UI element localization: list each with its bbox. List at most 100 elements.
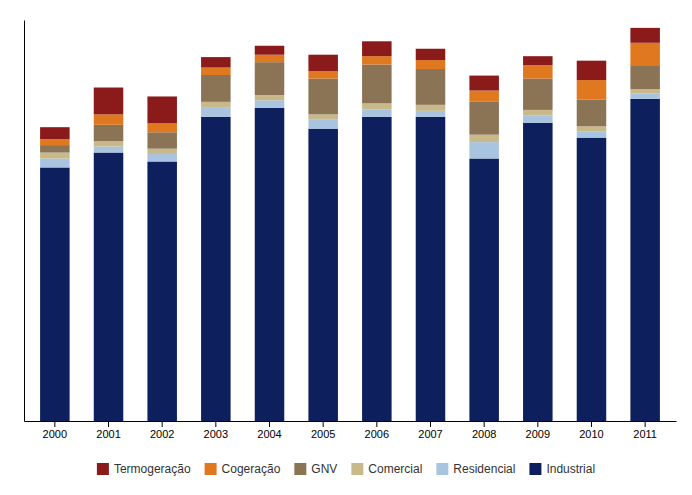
- legend: Termogeração Cogeração GNV Comercial Residen…: [97, 462, 595, 476]
- legend-label: Residencial: [453, 462, 515, 476]
- legend-item: GNV: [294, 462, 337, 476]
- x-tick: 2009: [526, 421, 550, 440]
- bar-segment: [147, 149, 177, 154]
- bar-segment: [523, 123, 553, 421]
- bar-segment: [308, 79, 338, 115]
- bar-segment: [201, 75, 231, 102]
- bar-segment: [469, 135, 499, 142]
- bar-segment: [416, 111, 446, 117]
- bar-segment: [40, 167, 70, 421]
- bar-segment: [469, 91, 499, 102]
- x-tick-label: 2005: [311, 428, 335, 440]
- series: [40, 99, 660, 421]
- bar-segment: [308, 71, 338, 78]
- x-tick-label: 2011: [633, 428, 657, 440]
- bar-segment: [630, 65, 660, 89]
- bar-segment: [630, 99, 660, 421]
- plot: 2000200120022003200420052006200720082009…: [25, 21, 677, 440]
- legend-item: Comercial: [351, 462, 422, 476]
- x-tick-label: 2006: [365, 428, 389, 440]
- bar-segment: [255, 100, 285, 107]
- bar-segment: [362, 56, 392, 64]
- bar-segment: [416, 69, 446, 105]
- bar-segment: [147, 96, 177, 123]
- legend-item: Termogeração: [97, 462, 191, 476]
- bar-segment: [630, 28, 660, 43]
- bar-segment: [147, 123, 177, 132]
- bar-segment: [577, 138, 607, 421]
- legend-item: Cogeração: [205, 462, 281, 476]
- x-tick-mark: [215, 421, 216, 427]
- bar-segment: [308, 120, 338, 129]
- series: [40, 93, 660, 167]
- bar-segment: [201, 117, 231, 421]
- legend-swatch: [294, 463, 306, 475]
- x-axis: 2000200120022003200420052006200720082009…: [25, 421, 677, 440]
- bar-segment: [147, 154, 177, 161]
- series: [40, 28, 660, 139]
- x-tick-mark: [269, 421, 270, 427]
- bar-segment: [201, 102, 231, 108]
- x-tick: 2000: [43, 421, 67, 440]
- bar-segment: [362, 109, 392, 116]
- x-tick-label: 2008: [472, 428, 496, 440]
- bar-segment: [362, 65, 392, 104]
- y-axis-line: [24, 21, 25, 422]
- bar-segment: [416, 49, 446, 60]
- bar-segment: [630, 89, 660, 93]
- bar-segment: [416, 60, 446, 69]
- bar-segment: [147, 132, 177, 148]
- bar-segment: [523, 110, 553, 115]
- bar-segment: [523, 115, 553, 122]
- x-tick-label: 2007: [418, 428, 442, 440]
- series: [40, 43, 660, 145]
- y-axis: [24, 21, 25, 422]
- bar-segment: [308, 114, 338, 119]
- x-tick-mark: [376, 421, 377, 427]
- bar-segment: [469, 159, 499, 421]
- x-tick: 2010: [579, 421, 603, 440]
- bar-segment: [255, 46, 285, 55]
- x-tick: 2006: [365, 421, 389, 440]
- x-tick-label: 2010: [579, 428, 603, 440]
- x-tick-mark: [537, 421, 538, 427]
- legend-label: Termogeração: [114, 462, 191, 476]
- bar-segment: [416, 117, 446, 421]
- bar-segment: [308, 129, 338, 421]
- x-tick-label: 2004: [257, 428, 281, 440]
- bar-segment: [362, 41, 392, 56]
- x-tick-mark: [162, 421, 163, 427]
- bar-segment: [577, 132, 607, 138]
- bar-segment: [469, 142, 499, 158]
- legend-swatch: [529, 463, 541, 475]
- bar-segment: [523, 65, 553, 78]
- series: [40, 62, 660, 152]
- x-tick: 2001: [96, 421, 120, 440]
- x-tick-mark: [484, 421, 485, 427]
- legend-label: GNV: [311, 462, 337, 476]
- x-tick-mark: [108, 421, 109, 427]
- bars: [40, 28, 660, 421]
- bar-segment: [147, 161, 177, 421]
- bar-segment: [469, 76, 499, 91]
- x-tick: 2011: [633, 421, 657, 440]
- bar-segment: [308, 55, 338, 71]
- bar-segment: [40, 153, 70, 159]
- x-tick-label: 2009: [526, 428, 550, 440]
- series: [40, 89, 660, 158]
- bar-segment: [40, 127, 70, 139]
- x-tick: 2004: [257, 421, 281, 440]
- bar-segment: [362, 103, 392, 109]
- chart: 2000200120022003200420052006200720082009…: [0, 0, 692, 495]
- x-tick: 2007: [418, 421, 442, 440]
- legend-item: Industrial: [529, 462, 595, 476]
- x-tick-mark: [323, 421, 324, 427]
- bar-segment: [94, 153, 124, 421]
- x-tick-mark: [591, 421, 592, 427]
- x-tick-label: 2002: [150, 428, 174, 440]
- bar-segment: [523, 79, 553, 110]
- bar-segment: [94, 147, 124, 153]
- bar-segment: [577, 61, 607, 80]
- bar-segment: [255, 95, 285, 100]
- x-tick: 2005: [311, 421, 335, 440]
